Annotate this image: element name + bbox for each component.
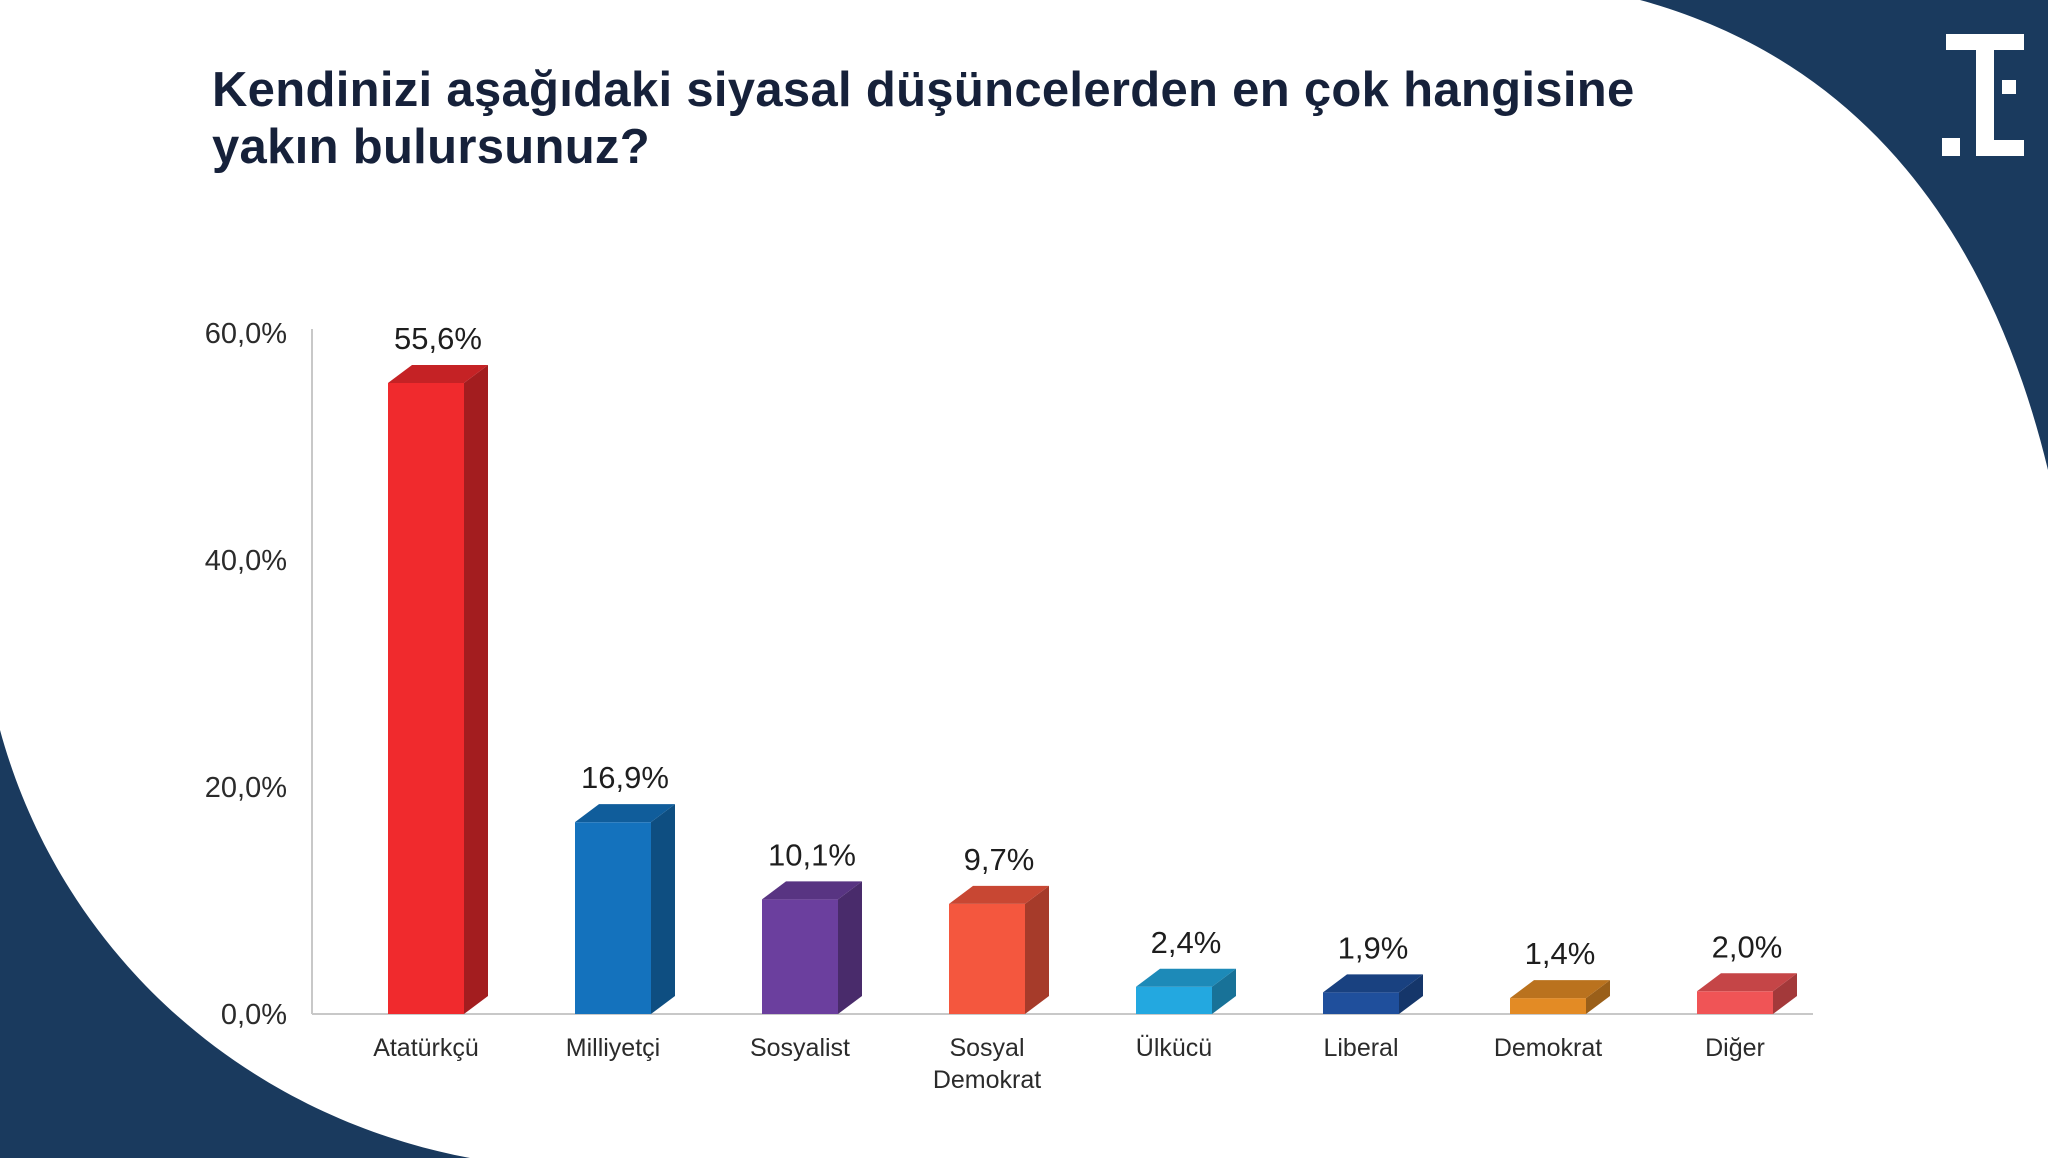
bar-side bbox=[1025, 885, 1049, 1014]
y-tick-label: 0,0% bbox=[221, 999, 287, 1031]
data-label: 2,0% bbox=[1712, 929, 1783, 964]
bar bbox=[949, 885, 1049, 1014]
bar-side bbox=[838, 881, 862, 1014]
bar-front bbox=[762, 899, 838, 1014]
y-tick-label: 60,0% bbox=[205, 318, 287, 350]
bar-front bbox=[1697, 991, 1773, 1014]
bar-side bbox=[464, 364, 488, 1014]
bar-side bbox=[1586, 980, 1610, 1014]
bars: 55,6% 16,9% 10,1% 9,7% 2,4% 1,9% 1,4% 2,0% bbox=[388, 321, 1797, 1014]
bar bbox=[1323, 974, 1423, 1014]
bar bbox=[575, 804, 675, 1014]
y-tick-label: 40,0% bbox=[205, 545, 287, 577]
x-tick-label: Sosyal Demokrat bbox=[933, 1034, 1041, 1094]
bar-top bbox=[575, 804, 675, 823]
x-tick-label: Diğer bbox=[1705, 1034, 1765, 1062]
data-label: 2,4% bbox=[1151, 925, 1222, 960]
chart-title: Kendinizi aşağıdaki siyasal düşüncelerde… bbox=[212, 62, 1852, 176]
chart-title-line-1: Kendinizi aşağıdaki siyasal düşüncelerde… bbox=[212, 63, 1635, 117]
chart-axes bbox=[311, 329, 1813, 1015]
y-tick-label: 20,0% bbox=[205, 772, 287, 804]
x-tick-label: Sosyalist bbox=[750, 1034, 850, 1062]
bar bbox=[1510, 980, 1610, 1014]
data-label: 1,4% bbox=[1525, 936, 1596, 971]
bar-front bbox=[388, 382, 464, 1014]
x-axis-ticks: Atatürkçü Milliyetçi Sosyalist Sosyal Demokr… bbox=[373, 1034, 1765, 1094]
data-label: 10,1% bbox=[768, 837, 856, 872]
bar bbox=[388, 364, 488, 1014]
bar bbox=[1697, 973, 1797, 1014]
x-tick-label: Demokrat bbox=[1494, 1034, 1602, 1062]
y-axis-ticks: 0,0% 20,0% 40,0% 60,0% bbox=[205, 318, 287, 1031]
publisher-logo-icon bbox=[1942, 34, 2024, 156]
bar bbox=[762, 881, 862, 1014]
bar-top bbox=[1510, 980, 1610, 999]
bar-top bbox=[388, 364, 488, 383]
bar-top bbox=[1697, 973, 1797, 992]
data-label: 55,6% bbox=[394, 321, 482, 356]
data-label: 1,9% bbox=[1338, 930, 1409, 965]
bar bbox=[1136, 968, 1236, 1014]
x-tick-label: Liberal bbox=[1323, 1034, 1398, 1062]
data-label: 16,9% bbox=[581, 760, 669, 795]
bar-front bbox=[1323, 992, 1399, 1014]
data-label: 9,7% bbox=[964, 842, 1035, 877]
bar-top bbox=[1136, 968, 1236, 987]
chart-title-line-2: yakın bulursunuz? bbox=[212, 120, 650, 174]
bar-front bbox=[949, 903, 1025, 1014]
x-tick-label: Milliyetçi bbox=[566, 1034, 660, 1062]
bar-side bbox=[1399, 974, 1423, 1014]
bar-top bbox=[949, 885, 1049, 904]
x-tick-label: Ülkücü bbox=[1136, 1034, 1212, 1062]
bar-side bbox=[651, 804, 675, 1014]
top-right-navy-swoosh bbox=[1640, 0, 2048, 470]
bar-front bbox=[575, 822, 651, 1014]
bottom-left-navy-swoosh bbox=[0, 730, 470, 1158]
bar-side bbox=[1212, 968, 1236, 1014]
x-tick-label: Atatürkçü bbox=[373, 1034, 479, 1062]
bar-front bbox=[1510, 998, 1586, 1014]
bar-top bbox=[1323, 974, 1423, 993]
bar-front bbox=[1136, 986, 1212, 1014]
bar-side bbox=[1773, 973, 1797, 1014]
bar-top bbox=[762, 881, 862, 900]
